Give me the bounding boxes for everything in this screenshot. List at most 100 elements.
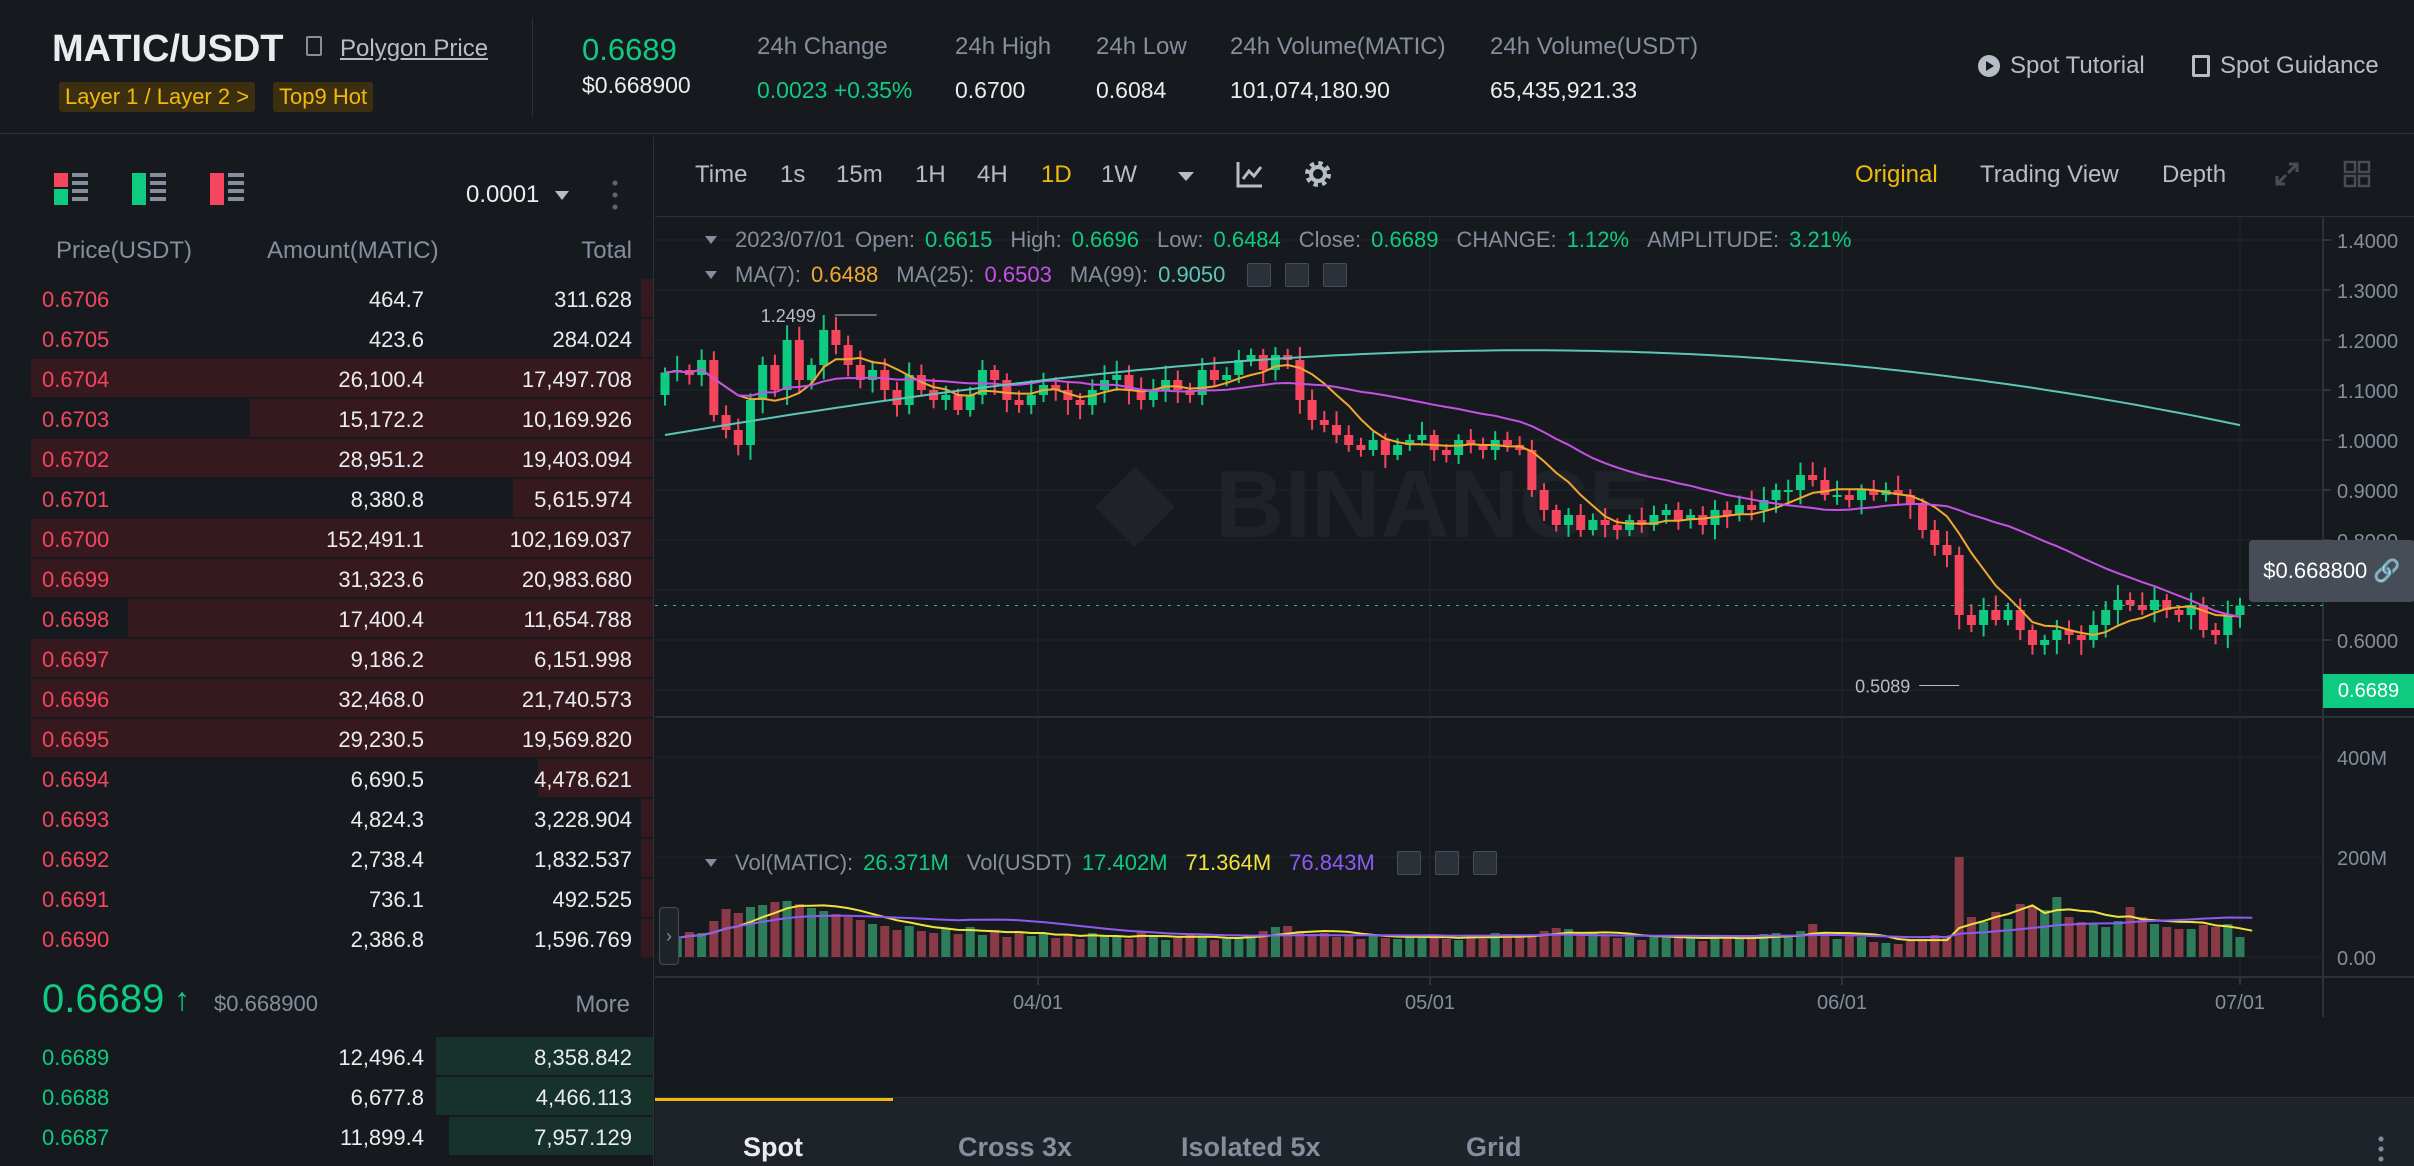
volume-bar [1576, 935, 1586, 957]
row-amount: 9,186.2 [350, 647, 424, 672]
settings-icon[interactable] [1285, 263, 1310, 287]
candle [1173, 380, 1183, 390]
ask-row[interactable]: 0.6698 17,400.4 11,654.788 [12, 599, 653, 639]
visibility-icon[interactable] [1396, 851, 1421, 875]
tab-isolated-5x[interactable]: Isolated 5x [1181, 1132, 1321, 1162]
visibility-icon[interactable] [1247, 263, 1272, 287]
indicators-icon[interactable] [1235, 159, 1265, 189]
candle [1270, 355, 1280, 370]
interval-1d[interactable]: 1D [1041, 161, 1072, 188]
asks-only-view-icon[interactable] [210, 173, 244, 205]
row-total: 7,957.129 [534, 1125, 632, 1150]
row-total: 4,466.113 [535, 1085, 632, 1110]
collapse-caret-icon[interactable] [705, 236, 717, 244]
document-icon[interactable] [306, 36, 322, 56]
close-icon[interactable] [1323, 263, 1348, 287]
candle [1246, 355, 1256, 360]
interval-1s[interactable]: 1s [780, 161, 806, 188]
bids-only-view-icon[interactable] [132, 173, 166, 205]
interval-time[interactable]: Time [695, 161, 748, 188]
ask-row[interactable]: 0.6695 29,230.5 19,569.820 [12, 719, 653, 759]
stat-label: 24h Volume(USDT) [1490, 33, 1699, 60]
volume-bar [1002, 937, 1012, 957]
tag-layer[interactable]: Layer 1 / Layer 2 > [59, 82, 256, 112]
depth-bar [641, 839, 653, 877]
ask-row[interactable]: 0.6697 9,186.2 6,151.998 [12, 639, 653, 679]
precision-select[interactable]: 0.0001 [466, 181, 570, 209]
volume-bar [1612, 938, 1622, 957]
ask-row[interactable]: 0.6702 28,951.2 19,403.094 [12, 439, 653, 479]
ask-row[interactable]: 0.6705 423.6 284.024 [12, 319, 653, 359]
ask-row[interactable]: 0.6696 32,468.0 21,740.573 [12, 679, 653, 719]
collapse-caret-icon[interactable] [705, 859, 717, 867]
tag-top-hot[interactable]: Top9 Hot [273, 82, 374, 112]
view-trading-view[interactable]: Trading View [1980, 161, 2119, 188]
candle [2052, 630, 2062, 640]
tab-spot[interactable]: Spot [743, 1132, 803, 1162]
ask-row[interactable]: 0.6692 2,738.4 1,832.537 [12, 839, 653, 879]
ask-row[interactable]: 0.6690 2,386.8 1,596.769 [12, 919, 653, 959]
ma99-line [664, 349, 2241, 436]
stat-value: 0.6700 [955, 77, 1026, 103]
ask-row[interactable]: 0.6699 31,323.6 20,983.680 [12, 559, 653, 599]
candle [868, 370, 878, 380]
more-intervals-chevron-icon[interactable] [1178, 172, 1194, 181]
volume-bar [1124, 939, 1134, 957]
candle [721, 415, 731, 430]
fullscreen-icon[interactable] [2272, 159, 2302, 189]
bid-row[interactable]: 0.6688 6,677.8 4,466.113 [12, 1077, 653, 1117]
interval-1h[interactable]: 1H [915, 161, 946, 188]
ask-row[interactable]: 0.6703 15,172.2 10,169.926 [12, 399, 653, 439]
view-depth[interactable]: Depth [2162, 161, 2227, 188]
volume-bar [977, 935, 987, 957]
vol-usdt-label: Vol(USDT) [966, 850, 1072, 875]
view-original[interactable]: Original [1855, 161, 1938, 188]
ask-row[interactable]: 0.6691 736.1 492.525 [12, 879, 653, 919]
settings-icon[interactable] [1434, 851, 1459, 875]
volume-bar [2211, 927, 2221, 957]
ask-row[interactable]: 0.6706 464.7 311.628 [12, 279, 653, 319]
candle [1759, 500, 1769, 510]
more-options-icon[interactable] [2378, 1134, 2384, 1164]
tab-cross-3x[interactable]: Cross 3x [958, 1132, 1073, 1162]
depth-bar [435, 1037, 653, 1075]
pair-title: MATIC/USDT [52, 28, 284, 70]
layout-grid-icon[interactable] [2342, 159, 2372, 189]
candlestick-chart[interactable]: 1.40001.30001.20001.10001.00000.90000.80… [655, 217, 2414, 1097]
volume-bar [929, 933, 939, 957]
depth-bar [31, 519, 653, 557]
bid-row[interactable]: 0.6687 11,899.4 7,957.129 [12, 1117, 653, 1157]
tab-grid[interactable]: Grid [1466, 1132, 1522, 1162]
ask-row[interactable]: 0.6704 26,100.4 17,497.708 [12, 359, 653, 399]
more-link[interactable]: More [575, 991, 630, 1018]
mid-price: 0.6689 [42, 977, 165, 1021]
volume-bar [2150, 924, 2160, 957]
candle [2198, 605, 2208, 630]
interval-15m[interactable]: 15m [836, 161, 883, 188]
ask-row[interactable]: 0.6701 8,380.8 5,615.974 [12, 479, 653, 519]
candle [1783, 490, 1793, 492]
volume-bar [1747, 937, 1757, 957]
volume-bar [2223, 924, 2233, 957]
interval-1w[interactable]: 1W [1101, 161, 1137, 188]
polygon-price-link[interactable]: Polygon Price [340, 35, 489, 62]
interval-4h[interactable]: 4H [977, 161, 1008, 188]
bid-rows: 0.6689 12,496.4 8,358.842 0.6688 6,677.8 4,46… [12, 1037, 653, 1157]
more-options-icon[interactable] [612, 177, 618, 213]
volume-bar [1258, 931, 1268, 957]
crosshair-price-tag[interactable]: $0.668800 🔗 [2249, 540, 2414, 602]
ask-row[interactable]: 0.6700 152,491.1 102,169.037 [12, 519, 653, 559]
expand-panel-chevron-icon[interactable]: › [659, 907, 679, 965]
spot-tutorial-link[interactable]: Spot Tutorial [1978, 52, 2145, 80]
ask-row[interactable]: 0.6693 4,824.3 3,228.904 [12, 799, 653, 839]
candle [1588, 520, 1598, 530]
vol-tick-label: 200M [2337, 848, 2387, 870]
settings-gear-icon[interactable] [1303, 159, 1333, 189]
collapse-caret-icon[interactable] [705, 271, 717, 279]
spot-guidance-link[interactable]: Spot Guidance [2192, 52, 2379, 80]
close-icon[interactable] [1472, 851, 1497, 875]
bid-row[interactable]: 0.6689 12,496.4 8,358.842 [12, 1037, 653, 1077]
row-price: 0.6695 [42, 727, 110, 752]
ask-row[interactable]: 0.6694 6,690.5 4,478.621 [12, 759, 653, 799]
both-sides-view-icon[interactable] [54, 173, 88, 205]
